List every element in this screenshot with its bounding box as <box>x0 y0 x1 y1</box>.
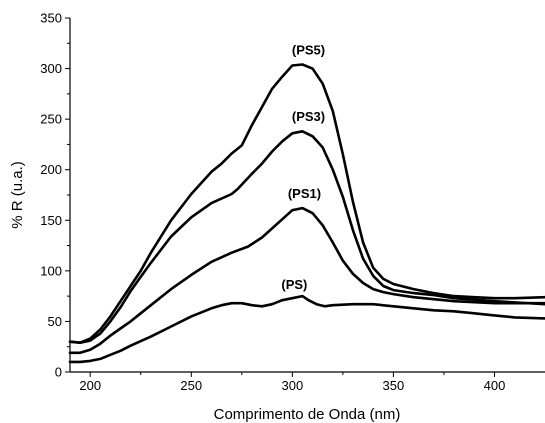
y-axis-title: % R (u.a.) <box>9 161 26 229</box>
annotation-layer: (PS5) (PS3) (PS1) (PS) <box>281 42 325 292</box>
y-tick-label: 200 <box>40 162 62 177</box>
y-tick-label: 150 <box>40 213 62 228</box>
x-tick-label: 350 <box>383 378 405 393</box>
y-tick-label: 350 <box>40 11 62 26</box>
ticks-layer: 200 250 300 350 400 0 50 100 150 200 250 300 350 <box>40 11 505 394</box>
series-line-ps <box>68 294 545 364</box>
x-tick-label: 200 <box>79 378 101 393</box>
x-tick-label: 400 <box>484 378 506 393</box>
series-label: (PS1) <box>288 186 321 201</box>
x-axis-title: Comprimento de Onda (nm) <box>214 406 401 423</box>
series-label: (PS5) <box>292 42 325 57</box>
y-tick-label: 100 <box>40 263 62 278</box>
x-tick-label: 300 <box>281 378 303 393</box>
series-line-ps3 <box>68 130 545 344</box>
x-tick-label: 250 <box>180 378 202 393</box>
series-layer <box>68 63 545 364</box>
y-tick-label: 0 <box>55 365 62 380</box>
series-label: (PS3) <box>292 109 325 124</box>
y-tick-label: 50 <box>48 314 62 329</box>
series-line-ps5 <box>68 63 545 344</box>
y-tick-label: 300 <box>40 61 62 76</box>
y-tick-label: 250 <box>40 112 62 127</box>
series-label: (PS) <box>281 277 307 292</box>
series-line-ps1 <box>68 206 545 355</box>
